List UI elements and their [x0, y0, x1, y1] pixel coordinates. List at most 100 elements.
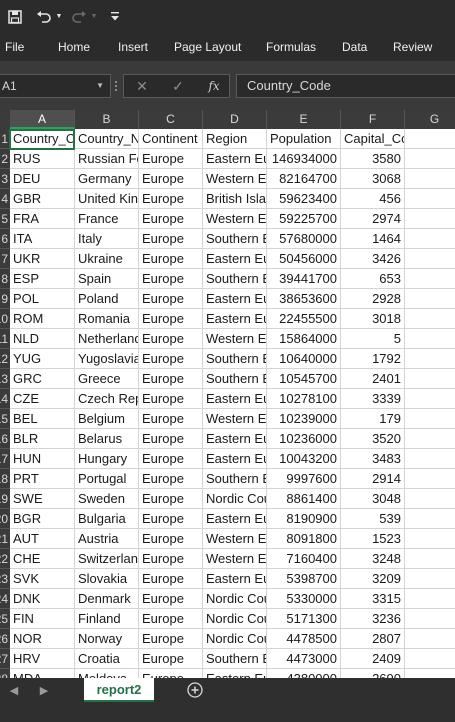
data-cell[interactable]: 3068 [341, 169, 405, 189]
data-cell[interactable]: Germany [75, 169, 139, 189]
tab-formulas[interactable]: Formulas [266, 40, 317, 54]
row-header[interactable]: 12 [0, 349, 10, 369]
formula-bar-splitter[interactable] [115, 81, 118, 91]
data-cell[interactable]: Yugoslavia [75, 349, 139, 369]
row-header[interactable]: 3 [0, 169, 10, 189]
name-box[interactable]: A1 ▼ [0, 74, 111, 98]
row-header[interactable]: 7 [0, 249, 10, 269]
data-cell[interactable]: Poland [75, 289, 139, 309]
column-header-f[interactable]: F [341, 110, 405, 129]
tab-insert[interactable]: Insert [118, 40, 149, 54]
data-cell[interactable]: 2914 [341, 469, 405, 489]
data-cell[interactable]: Europe [139, 209, 203, 229]
data-cell[interactable]: 1464 [341, 229, 405, 249]
data-cell[interactable]: DEU [10, 169, 75, 189]
data-cell[interactable]: 5171300 [267, 609, 341, 629]
row-header[interactable]: 18 [0, 469, 10, 489]
data-cell[interactable]: 3209 [341, 569, 405, 589]
data-cell[interactable]: 2690 [341, 669, 405, 678]
data-cell[interactable]: PRT [10, 469, 75, 489]
data-cell[interactable]: Southern Europe [203, 229, 267, 249]
insert-function-icon[interactable]: fx [208, 79, 220, 93]
header-cell[interactable] [405, 129, 455, 149]
data-cell[interactable] [405, 669, 455, 678]
data-cell[interactable]: Romania [75, 309, 139, 329]
data-cell[interactable]: 539 [341, 509, 405, 529]
enter-icon[interactable]: ✓ [172, 77, 184, 94]
data-cell[interactable]: Eastern Europe [203, 149, 267, 169]
data-cell[interactable]: Europe [139, 309, 203, 329]
row-header[interactable]: 15 [0, 409, 10, 429]
data-cell[interactable] [405, 449, 455, 469]
data-cell[interactable] [405, 469, 455, 489]
data-cell[interactable]: 9997600 [267, 469, 341, 489]
data-cell[interactable]: Eastern Europe [203, 449, 267, 469]
data-cell[interactable]: 59623400 [267, 189, 341, 209]
data-cell[interactable]: 10239000 [267, 409, 341, 429]
data-cell[interactable]: Western Europe [203, 209, 267, 229]
data-cell[interactable]: 3520 [341, 429, 405, 449]
data-cell[interactable] [405, 389, 455, 409]
column-header-e[interactable]: E [267, 110, 341, 129]
name-box-dropdown-icon[interactable]: ▼ [96, 81, 104, 90]
data-cell[interactable]: 10043200 [267, 449, 341, 469]
save-icon[interactable] [4, 0, 26, 33]
data-cell[interactable]: Finland [75, 609, 139, 629]
data-cell[interactable]: Western Europe [203, 169, 267, 189]
data-cell[interactable]: ROM [10, 309, 75, 329]
data-cell[interactable]: HUN [10, 449, 75, 469]
row-header[interactable]: 25 [0, 609, 10, 629]
data-cell[interactable]: Europe [139, 349, 203, 369]
row-header[interactable]: 1 [0, 129, 10, 149]
data-cell[interactable]: 5 [341, 329, 405, 349]
data-cell[interactable]: Czech Republic [75, 389, 139, 409]
data-cell[interactable]: Southern Europe [203, 269, 267, 289]
data-cell[interactable]: Europe [139, 289, 203, 309]
data-cell[interactable]: Nordic Countries [203, 489, 267, 509]
row-header[interactable]: 20 [0, 509, 10, 529]
data-cell[interactable]: Switzerland [75, 549, 139, 569]
data-cell[interactable]: POL [10, 289, 75, 309]
data-cell[interactable]: Portugal [75, 469, 139, 489]
row-header[interactable]: 6 [0, 229, 10, 249]
data-cell[interactable]: 8861400 [267, 489, 341, 509]
data-cell[interactable] [405, 289, 455, 309]
data-cell[interactable]: RUS [10, 149, 75, 169]
column-header-g[interactable]: G [405, 110, 455, 129]
data-cell[interactable]: Europe [139, 509, 203, 529]
row-header[interactable]: 27 [0, 649, 10, 669]
data-cell[interactable]: 2409 [341, 649, 405, 669]
data-cell[interactable]: GRC [10, 369, 75, 389]
data-cell[interactable]: 39441700 [267, 269, 341, 289]
data-cell[interactable]: Europe [139, 669, 203, 678]
data-cell[interactable] [405, 169, 455, 189]
data-cell[interactable]: 2974 [341, 209, 405, 229]
data-cell[interactable]: Nordic Countries [203, 609, 267, 629]
data-cell[interactable]: Europe [139, 569, 203, 589]
data-cell[interactable]: Western Europe [203, 409, 267, 429]
add-sheet-icon[interactable] [186, 681, 204, 699]
data-cell[interactable] [405, 509, 455, 529]
data-cell[interactable]: 10278100 [267, 389, 341, 409]
data-cell[interactable]: NLD [10, 329, 75, 349]
column-header-d[interactable]: D [203, 110, 267, 129]
data-cell[interactable]: Europe [139, 169, 203, 189]
data-cell[interactable]: Austria [75, 529, 139, 549]
data-cell[interactable] [405, 429, 455, 449]
data-cell[interactable]: Nordic Countries [203, 629, 267, 649]
data-cell[interactable]: Eastern Europe [203, 509, 267, 529]
data-cell[interactable]: Hungary [75, 449, 139, 469]
data-cell[interactable]: Europe [139, 629, 203, 649]
data-cell[interactable]: 3048 [341, 489, 405, 509]
data-cell[interactable]: 5330000 [267, 589, 341, 609]
data-cell[interactable]: 50456000 [267, 249, 341, 269]
data-cell[interactable] [405, 529, 455, 549]
row-header[interactable]: 5 [0, 209, 10, 229]
row-header[interactable]: 14 [0, 389, 10, 409]
data-cell[interactable]: 7160400 [267, 549, 341, 569]
tab-page-layout[interactable]: Page Layout [174, 40, 242, 54]
data-cell[interactable]: 1523 [341, 529, 405, 549]
data-cell[interactable]: MDA [10, 669, 75, 678]
data-cell[interactable]: Italy [75, 229, 139, 249]
data-cell[interactable]: Greece [75, 369, 139, 389]
